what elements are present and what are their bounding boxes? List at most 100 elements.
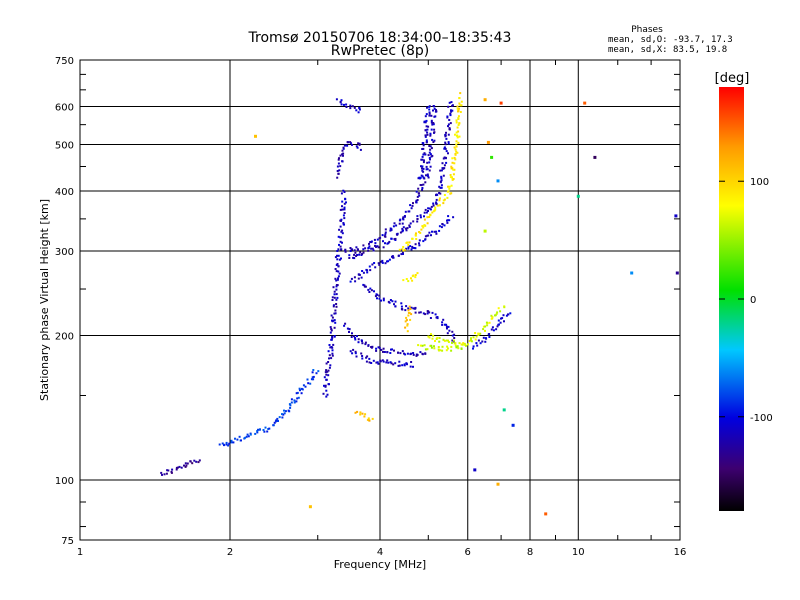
echo-point (341, 153, 343, 156)
echo-point (339, 219, 342, 222)
echo-point (432, 123, 435, 126)
echo-point (438, 225, 441, 228)
echo-point (459, 104, 462, 107)
echo-point (335, 270, 338, 273)
echo-point (474, 332, 477, 334)
echo-point (430, 234, 432, 237)
echo-point (409, 245, 412, 248)
echo-point (234, 437, 236, 440)
echo-point (447, 339, 449, 342)
echo-point (432, 334, 435, 337)
echo-point (284, 410, 287, 413)
echo-point (445, 161, 448, 164)
echo-point (446, 196, 449, 199)
echo-point (453, 146, 456, 149)
echo-point (254, 432, 257, 435)
echo-point (422, 144, 425, 147)
echo-point (184, 465, 187, 468)
data-points (160, 92, 679, 516)
echo-point (343, 212, 346, 214)
echo-point (444, 156, 447, 159)
echo-point (440, 186, 443, 189)
echo-point (328, 344, 331, 346)
echo-point (353, 106, 356, 109)
echo-point (327, 361, 330, 363)
echo-point (458, 342, 461, 345)
echo-point (398, 222, 401, 225)
echo-point (470, 338, 472, 341)
echo-point (393, 222, 396, 225)
echo-point (441, 345, 444, 348)
echo-point (414, 247, 417, 250)
echo-point (458, 102, 461, 105)
echo-point (230, 441, 233, 444)
echo-point (439, 169, 442, 172)
echo-point (367, 288, 370, 291)
echo-point (378, 237, 381, 240)
echo-point (593, 155, 597, 159)
echo-point (362, 248, 365, 251)
echo-point (445, 323, 448, 326)
echo-point (444, 134, 447, 137)
echo-point (403, 363, 406, 366)
echo-point (496, 325, 499, 328)
echo-point (272, 424, 275, 427)
echo-point (337, 172, 340, 175)
x-axis-label: Frequency [MHz] (334, 558, 426, 571)
echo-point (414, 306, 417, 309)
echo-point (257, 428, 259, 431)
echo-point (359, 413, 362, 416)
echo-point (377, 262, 380, 265)
echo-point (424, 153, 427, 156)
echo-point (394, 362, 397, 365)
echo-point (409, 365, 412, 368)
echo-point (450, 345, 453, 348)
echo-point (325, 369, 328, 372)
echo-point (337, 270, 340, 273)
echo-point (323, 384, 325, 387)
echo-point (244, 436, 247, 439)
echo-point (420, 184, 423, 187)
echo-point (433, 107, 436, 110)
echo-point (410, 248, 413, 251)
echo-point (358, 253, 361, 256)
echo-point (404, 248, 407, 251)
echo-point (426, 133, 429, 136)
echo-point (425, 139, 428, 142)
echo-point (452, 216, 455, 219)
echo-point (338, 169, 341, 172)
echo-point (312, 375, 315, 378)
echo-point (429, 134, 432, 137)
echo-point (457, 115, 460, 118)
echo-point (477, 334, 480, 336)
echo-point (456, 105, 459, 108)
echo-point (511, 423, 515, 427)
echo-point (416, 353, 419, 356)
echo-point (384, 231, 387, 234)
echo-point (442, 202, 445, 205)
echo-point (335, 303, 338, 305)
y-axis-ticks: 75 100 200 300 400 500 600 750 (55, 56, 680, 547)
echo-point (453, 342, 456, 345)
echo-point (254, 134, 257, 138)
echo-point (402, 279, 405, 282)
echo-point (401, 227, 404, 230)
echo-point (382, 350, 384, 353)
echo-point (499, 101, 503, 105)
echo-point (405, 319, 408, 322)
echo-point (447, 105, 450, 108)
echo-point (331, 352, 334, 355)
echo-point (473, 468, 477, 472)
echo-point (336, 278, 339, 281)
echo-point (387, 361, 390, 364)
echo-point (449, 176, 452, 179)
echo-point (429, 158, 431, 161)
echo-point (408, 241, 411, 244)
echo-point (448, 127, 451, 130)
echo-point (420, 174, 423, 177)
echo-point (451, 341, 453, 344)
echo-point (425, 211, 428, 214)
echo-point (435, 109, 437, 111)
echo-point (370, 289, 373, 292)
echo-point (367, 344, 370, 347)
